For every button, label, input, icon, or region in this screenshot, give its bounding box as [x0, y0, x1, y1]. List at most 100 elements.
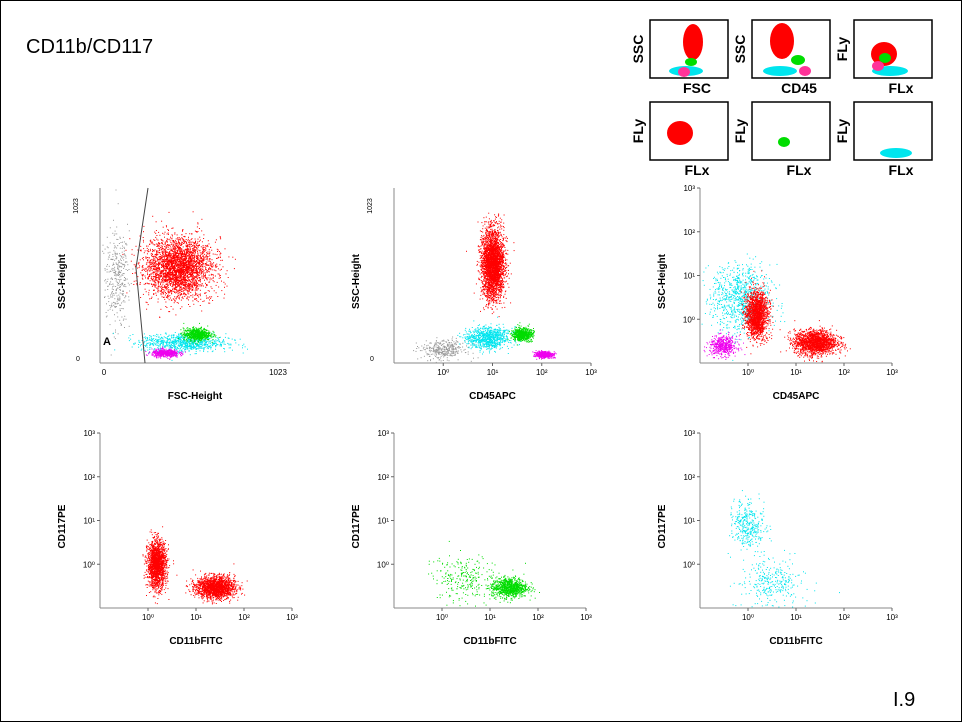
population-gray	[413, 337, 479, 363]
legend-blob-green	[879, 53, 891, 63]
legend-ylabel: SSC	[630, 35, 646, 64]
y-tick-label: 10⁰	[683, 315, 695, 324]
population-green	[507, 322, 535, 345]
x-tick-label: 10¹	[190, 613, 202, 622]
x-tick-label: 10²	[838, 613, 850, 622]
y-tick-label: 10⁰	[683, 560, 695, 569]
y-tick-label: 10³	[83, 429, 95, 438]
x-tick-label: 10⁰	[436, 613, 448, 622]
x-tick-label: 10¹	[790, 368, 802, 377]
x-tick-label: 10³	[886, 613, 898, 622]
gate-label: A	[103, 336, 111, 348]
scatter-plot-3: 10⁰ 10¹ 10² 10³10⁰10¹10²10³CD45APCSSC-Heigh…	[657, 184, 898, 402]
x-tick-label: 10¹	[484, 613, 496, 622]
population-gray	[102, 190, 133, 356]
legend-blob-green	[778, 137, 790, 147]
legend-panel-4: FLy FLx	[630, 102, 728, 178]
legend-blob-green	[791, 55, 805, 65]
legend-xlabel: FLx	[787, 162, 812, 178]
x-axis-label: CD45APC	[773, 391, 820, 402]
y-tick-label: 10²	[83, 473, 95, 482]
x-tick-label: 0	[102, 368, 107, 377]
legend-xlabel: FSC	[683, 80, 711, 96]
legend-blob-green	[685, 58, 697, 66]
y-tick-label: 10⁰	[83, 560, 95, 569]
x-axis-label: CD11bFITC	[463, 636, 516, 647]
y-axis-label: CD117PE	[657, 504, 668, 548]
legend-blob-cyan	[763, 66, 797, 76]
legend-blob-red	[683, 24, 703, 60]
y-axis-label: CD117PE	[351, 504, 362, 548]
y-tick-label: 0	[76, 356, 80, 363]
y-tick-label: 10¹	[683, 517, 695, 526]
legend-panel-1: SSC FSC	[630, 20, 728, 96]
x-tick-label: 10⁰	[742, 368, 754, 377]
legend-panel-6: FLy FLx	[834, 102, 932, 178]
legend-xlabel: FLx	[889, 162, 914, 178]
event-dots	[728, 490, 840, 607]
legend-blob-red	[667, 121, 693, 145]
population-magenta	[532, 350, 556, 360]
x-tick-label: 10³	[886, 368, 898, 377]
population-cyan	[728, 550, 840, 608]
x-tick-label: 10³	[286, 613, 298, 622]
x-axis-label: FSC-Height	[168, 391, 223, 402]
population-green	[479, 570, 541, 604]
legend-panel-3: FLy FLx	[834, 20, 932, 96]
x-tick-label: 10³	[585, 368, 597, 377]
y-axis-label: SSC-Height	[657, 253, 668, 309]
legend-ylabel: FLy	[732, 119, 748, 144]
y-axis-label: SSC-Height	[57, 253, 68, 309]
x-tick-label: 10³	[580, 613, 592, 622]
legend-ylabel: FLy	[834, 119, 850, 144]
x-tick-label: 10⁰	[437, 368, 449, 377]
population-red	[185, 563, 247, 604]
legend-xlabel: FLx	[685, 162, 710, 178]
legend-blob-pink	[799, 66, 811, 76]
legend-xlabel: FLx	[889, 80, 914, 96]
y-tick-label: 10²	[377, 473, 389, 482]
y-tick-label: 10²	[683, 473, 695, 482]
x-tick-label: 10²	[838, 368, 850, 377]
y-tick-label: 10³	[377, 429, 389, 438]
y-tick-label: 1023	[367, 198, 374, 214]
y-tick-label: 10¹	[683, 272, 695, 281]
legend-ylabel: SSC	[732, 35, 748, 64]
event-dots	[702, 254, 851, 363]
scatter-plot-1: A 0 1023 0 1023 FSC-Height SSC-Height	[57, 188, 290, 402]
population-cyan	[457, 317, 521, 355]
legend-blob-cyan	[880, 148, 912, 158]
legend-ylabel: FLy	[630, 119, 646, 144]
x-axis-label: CD11bFITC	[769, 636, 822, 647]
legend-panel-5: FLy FLx	[732, 102, 830, 178]
legend-ylabel: FLy	[834, 37, 850, 62]
population-red	[466, 213, 515, 346]
y-tick-label: 10³	[683, 429, 695, 438]
y-tick-label: 10¹	[377, 517, 389, 526]
y-tick-label: 1023	[73, 198, 80, 214]
legend-blob-pink	[678, 67, 690, 77]
event-dots	[428, 541, 540, 607]
event-dots	[102, 190, 248, 361]
population-red	[780, 320, 851, 362]
x-tick-label: 10⁰	[742, 613, 754, 622]
x-axis-label: CD45APC	[469, 391, 516, 402]
event-dots	[413, 213, 557, 363]
population-cyan	[113, 330, 248, 361]
population-cyan	[729, 490, 772, 558]
y-tick-label: 0	[370, 356, 374, 363]
x-tick-label: 10¹	[790, 613, 802, 622]
population-red	[143, 526, 178, 604]
population-magenta	[704, 329, 746, 360]
y-axis-label: CD117PE	[57, 504, 68, 548]
x-tick-label: 10²	[536, 368, 548, 377]
x-tick-label: 1023	[269, 368, 287, 377]
legend-panel-frame	[752, 102, 830, 160]
scatter-plot-6: 10⁰ 10¹ 10² 10³ 10⁰ 10¹ 10² 10³ CD11bFITC CD117PE	[657, 429, 898, 647]
y-tick-label: 10³	[683, 184, 695, 193]
